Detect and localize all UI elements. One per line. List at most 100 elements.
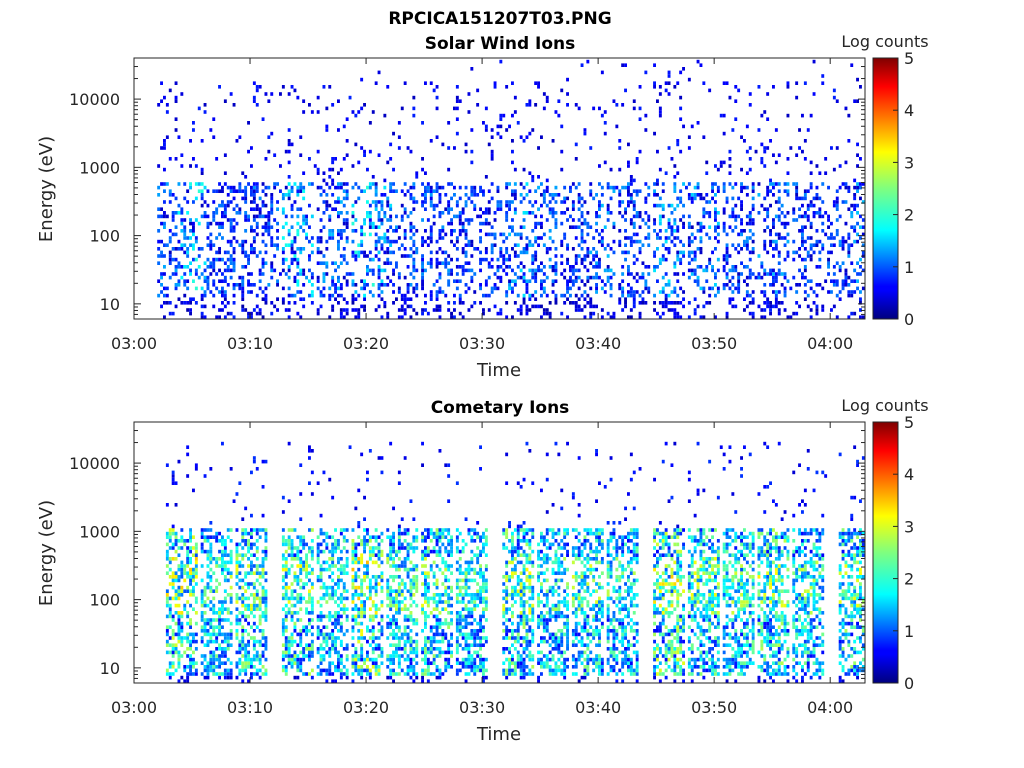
count-cell [171,557,175,561]
count-cell [470,149,474,154]
count-cell [482,121,485,125]
count-cell [583,265,587,269]
count-cell [331,614,335,619]
count-cell [676,196,680,201]
count-cell [600,243,604,247]
count-cell [426,185,430,190]
count-cell [360,636,364,640]
count-cell [345,672,349,676]
count-cell [511,149,514,154]
count-cell [168,567,172,572]
count-cell [632,301,636,305]
count-cell [334,546,337,550]
count-cell [777,308,781,312]
count-cell [215,286,219,291]
count-cell [737,279,741,283]
count-cell [531,257,535,262]
count-cell [772,304,775,309]
count-cell [383,113,387,118]
count-cell [264,229,268,233]
count-cell [621,265,625,269]
count-cell [777,207,781,211]
count-cell [566,290,569,294]
count-cell [389,593,393,597]
count-cell [351,557,355,561]
count-cell [374,611,378,615]
count-cell [287,499,291,503]
count-cell [627,160,630,165]
count-cell [354,578,358,583]
count-cell [264,243,268,247]
count-cell [308,528,311,532]
count-cell [853,185,857,190]
count-cell [261,239,265,244]
count-cell [316,236,320,240]
count-cell [186,549,190,554]
count-cell [647,236,651,240]
count-cell [331,542,335,547]
count-cell [284,185,288,190]
count-cell [258,600,262,604]
count-cell [377,257,381,262]
count-cell [360,611,364,615]
count-cell [203,528,207,532]
count-cell [221,600,224,604]
count-cell [276,236,279,240]
count-cell [531,304,535,309]
count-cell [244,618,248,622]
count-cell [731,283,735,287]
count-cell [815,304,819,309]
count-cell [841,200,845,204]
count-cell [322,254,326,258]
count-cell [760,265,764,269]
count-cell [299,182,303,186]
count-cell [380,618,384,622]
count-cell [206,643,210,647]
count-cell [339,261,343,265]
count-cell [774,214,778,219]
count-cell [261,485,265,489]
count-cell [389,603,393,608]
count-cell [444,257,448,262]
count-cell [287,160,291,165]
count-cell [186,254,190,258]
count-cell [859,290,862,294]
count-cell [212,304,216,309]
count-cell [537,236,540,240]
count-cell [316,614,320,619]
count-cell [551,290,555,294]
count-cell [450,257,453,262]
count-cell [221,293,224,298]
count-cell [554,261,558,265]
count-cell [258,607,262,611]
count-cell [844,279,848,283]
count-cell [499,232,503,237]
count-cell [569,189,572,193]
count-cell [658,257,662,262]
count-cell [255,625,259,629]
count-cell [189,557,192,561]
count-cell [708,236,712,240]
count-cell [371,182,375,186]
count-cell [351,614,355,619]
count-cell [676,315,680,319]
count-cell [287,308,291,312]
count-cell [299,600,303,604]
count-cell [421,254,424,258]
count-cell [186,654,190,658]
count-cell [737,214,741,219]
count-cell [276,243,279,247]
count-cell [670,225,674,229]
count-cell [598,232,601,237]
count-cell [461,265,465,269]
count-cell [247,571,250,575]
count-cell [508,257,511,262]
count-cell [424,239,427,244]
count-cell [589,189,593,193]
count-cell [255,549,259,554]
count-cell [238,481,242,485]
count-cell [438,290,442,294]
count-cell [221,603,224,608]
count-cell [250,528,253,532]
count-cell [223,250,227,255]
